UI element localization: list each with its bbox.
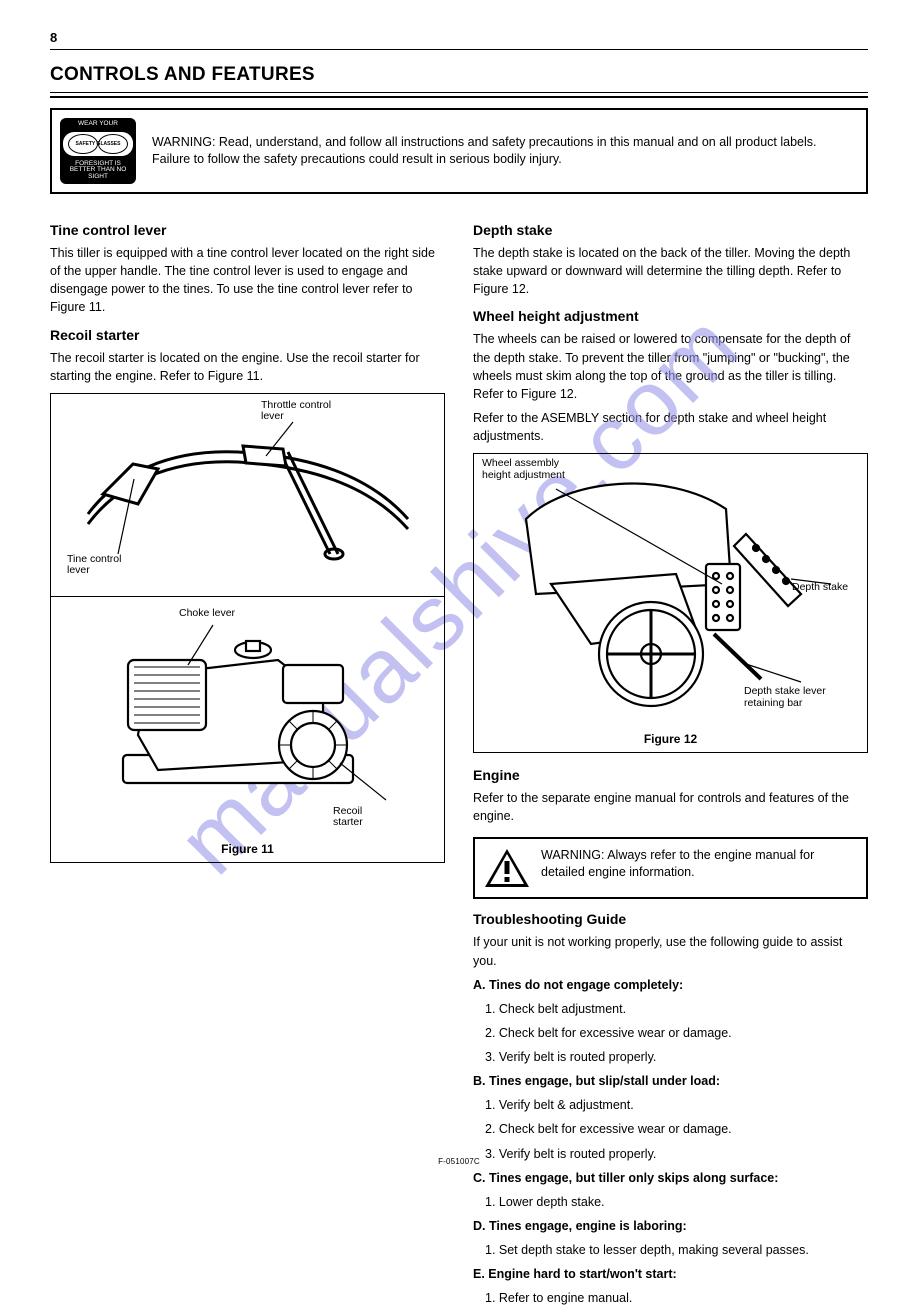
- para-engine: Refer to the separate engine manual for …: [473, 789, 868, 825]
- section-title: CONTROLS AND FEATURES: [50, 64, 868, 86]
- rule: [50, 49, 868, 50]
- primary-warning-box: WEAR YOUR SAFETY GLASSES FORESIGHT IS BE…: [50, 108, 868, 194]
- callout-recoil: Recoil starter: [333, 806, 393, 829]
- figure-12-caption: Figure 12: [474, 732, 867, 746]
- two-column-layout: Tine control lever This tiller is equipp…: [50, 212, 868, 1313]
- figure-11-caption: Figure 11: [51, 842, 444, 856]
- figure-11-bottom-illustration: [88, 605, 408, 815]
- secondary-warning-text: WARNING: Always refer to the engine manu…: [541, 847, 856, 881]
- rule: [50, 96, 868, 98]
- left-column: Tine control lever This tiller is equipp…: [50, 212, 445, 1313]
- callout-choke: Choke lever: [179, 608, 249, 620]
- para-depth-stake: The depth stake is located on the back o…: [473, 244, 868, 298]
- safety-glasses-badge: WEAR YOUR SAFETY GLASSES FORESIGHT IS BE…: [60, 118, 136, 184]
- callout-depth-stake: Depth stake: [792, 582, 852, 594]
- page-header: 8 CONTROLS AND FEATURES: [50, 30, 868, 98]
- heading-engine: Engine: [473, 767, 868, 783]
- para-tine-control: This tiller is equipped with a tine cont…: [50, 244, 445, 317]
- right-column: Depth stake The depth stake is located o…: [473, 212, 868, 1313]
- troubleshooting-body: If your unit is not working properly, us…: [473, 933, 868, 1307]
- callout-throttle: Throttle control lever: [261, 400, 351, 423]
- page-number: 8: [50, 30, 868, 45]
- rule: [50, 92, 868, 93]
- para-wheel-height: The wheels can be raised or lowered to c…: [473, 330, 868, 445]
- heading-troubleshooting: Troubleshooting Guide: [473, 911, 868, 927]
- callout-tine-control: Tine control lever: [67, 554, 147, 577]
- callout-wheel-height: Wheel assembly height adjustment: [482, 458, 582, 481]
- warning-triangle-icon: [483, 847, 531, 889]
- heading-depth-stake: Depth stake: [473, 222, 868, 238]
- badge-top: WEAR YOUR: [78, 121, 118, 128]
- heading-wheel-height: Wheel height adjustment: [473, 308, 868, 324]
- figure-12-box: Wheel assembly height adjustment Depth s…: [473, 453, 868, 753]
- para-recoil: The recoil starter is located on the eng…: [50, 349, 445, 385]
- heading-tine-control: Tine control lever: [50, 222, 445, 238]
- callout-retaining-bar: Depth stake lever retaining bar: [744, 686, 844, 709]
- goggles-icon: SAFETY GLASSES: [63, 132, 133, 156]
- badge-bottom: FORESIGHT IS BETTER THAN NO SIGHT: [63, 161, 133, 181]
- primary-warning-text: WARNING: Read, understand, and follow al…: [152, 134, 854, 169]
- secondary-warning-box: WARNING: Always refer to the engine manu…: [473, 837, 868, 899]
- heading-recoil: Recoil starter: [50, 327, 445, 343]
- footer-code: F-051007C: [0, 1157, 918, 1166]
- figure-11-box: Tine control lever Throttle control leve…: [50, 393, 445, 863]
- figure-divider: [51, 596, 444, 597]
